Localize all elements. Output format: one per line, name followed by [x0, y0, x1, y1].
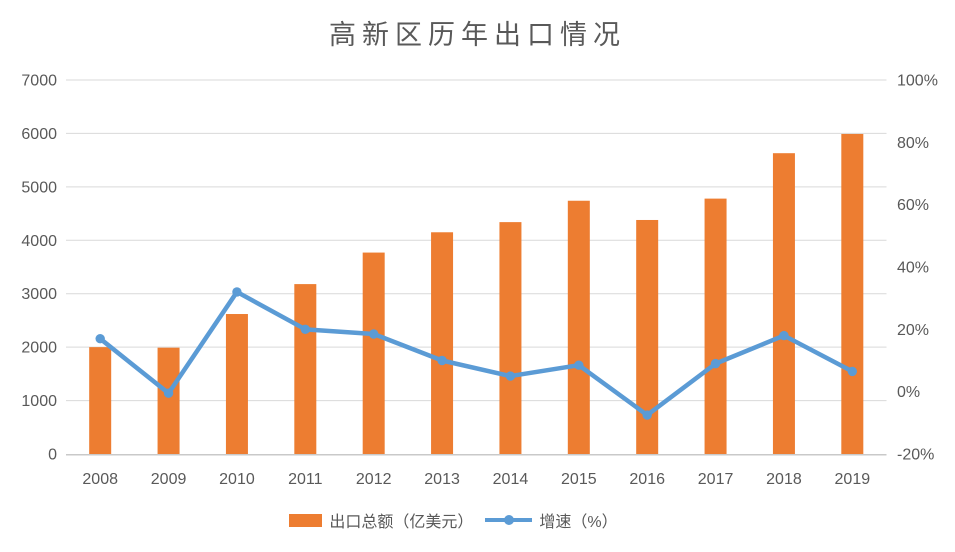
chart-legend: 出口总额（亿美元） 增速（%） — [0, 508, 931, 532]
growth-marker-2018 — [779, 330, 789, 341]
y-axis-left-tick-label: 7000 — [21, 73, 57, 90]
growth-marker-2014 — [505, 371, 516, 381]
export-bar-2015 — [567, 200, 590, 454]
export-bar-2008 — [89, 347, 112, 454]
x-axis-label: 2010 — [219, 471, 255, 488]
export-bar-2009 — [157, 347, 180, 454]
growth-marker-2010 — [232, 287, 242, 297]
export-bar-2011 — [294, 284, 317, 454]
y-axis-right-tick-label: 40% — [897, 260, 929, 277]
y-axis-right-tick-label: -20% — [897, 447, 934, 464]
legend-item-exports: 出口总额（亿美元） — [289, 508, 473, 532]
x-axis-label: 2015 — [561, 471, 597, 488]
y-axis-left-tick-label: 1000 — [21, 393, 57, 410]
y-axis-left-tick-label: 2000 — [21, 340, 57, 357]
y-axis-right-tick-label: 0% — [897, 384, 920, 401]
y-axis-right-tick-label: 80% — [897, 135, 929, 152]
growth-marker-2015 — [574, 360, 584, 370]
x-axis-label: 2016 — [629, 471, 665, 488]
x-axis-label: 2012 — [356, 471, 392, 488]
growth-marker-2011 — [300, 324, 311, 335]
growth-marker-2012 — [368, 329, 379, 339]
export-bar-2014 — [499, 222, 522, 454]
growth-marker-2009 — [163, 388, 174, 398]
x-axis-label: 2013 — [424, 471, 460, 488]
growth-marker-2019 — [847, 366, 858, 377]
y-axis-left-tick-label: 4000 — [21, 233, 57, 250]
x-axis-label: 2011 — [288, 471, 323, 488]
legend-line-swatch-icon — [485, 515, 533, 525]
legend-item-growth: 增速（%） — [485, 508, 618, 532]
export-bar-2016 — [636, 219, 659, 454]
x-axis-label: 2019 — [835, 471, 871, 488]
y-axis-left-tick-label: 5000 — [21, 179, 57, 196]
growth-marker-2013 — [437, 355, 447, 366]
y-axis-left-tick-label: 6000 — [21, 126, 57, 143]
growth-marker-2008 — [95, 333, 105, 344]
x-axis-label: 2008 — [82, 471, 118, 488]
legend-line-dot-icon — [503, 515, 514, 525]
y-axis-right-tick-label: 60% — [897, 197, 929, 214]
export-bar-2019 — [841, 133, 864, 454]
x-axis-label: 2018 — [766, 471, 802, 488]
export-bar-2010 — [225, 314, 248, 454]
chart-title: 高新区历年出口情况 — [329, 20, 626, 50]
x-axis-label: 2009 — [151, 471, 187, 488]
growth-marker-2017 — [710, 358, 721, 369]
y-axis-left-tick-label: 0 — [48, 447, 57, 464]
legend-label-growth: 增速（%） — [539, 514, 618, 531]
y-axis-left-tick-label: 3000 — [21, 286, 57, 303]
x-axis-label: 2017 — [698, 471, 734, 488]
x-axis-label: 2014 — [493, 471, 529, 488]
y-axis-right-tick-label: 100% — [897, 73, 938, 90]
export-bar-2018 — [772, 153, 795, 454]
growth-marker-2016 — [642, 410, 652, 420]
export-bar-2017 — [704, 198, 727, 454]
export-bar-2012 — [362, 252, 385, 454]
growth-line — [97, 289, 855, 418]
legend-bar-swatch-icon — [289, 513, 323, 527]
y-axis-right-tick-label: 20% — [897, 322, 929, 339]
export-bar-2013 — [431, 232, 454, 454]
legend-label-exports: 出口总额（亿美元） — [329, 514, 474, 531]
